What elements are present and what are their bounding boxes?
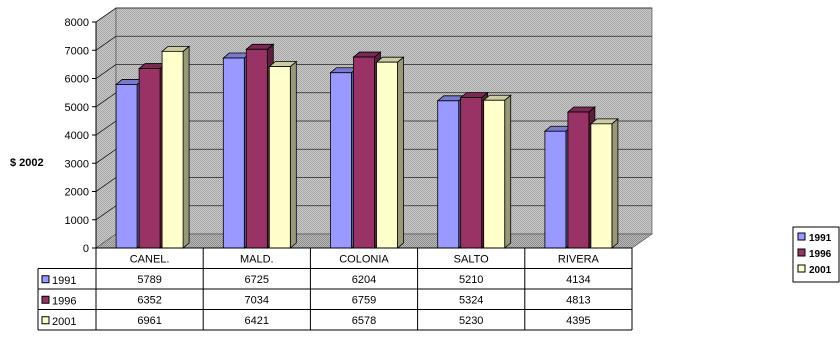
table-series-swatch: [41, 275, 50, 284]
y-tick-labels: 0 1000 2000 3000 4000 5000 6000 7000 8000: [65, 17, 89, 255]
data-label: 4395: [566, 315, 590, 327]
bar: [268, 60, 298, 249]
data-label: 6759: [352, 294, 376, 306]
data-label: 5324: [459, 294, 483, 306]
legend-label: 2001: [809, 265, 832, 276]
table-series-swatch: [41, 295, 50, 304]
y-tick-label: 6000: [65, 74, 89, 86]
data-label: 4134: [566, 274, 590, 286]
gridline: [95, 64, 652, 79]
x-tick-label: MALD.: [240, 253, 274, 265]
table-series-label: 1996: [52, 295, 76, 307]
legend-swatch: [797, 248, 806, 257]
bars: [114, 43, 620, 249]
x-tick-label: SALTO: [454, 253, 489, 265]
x-tick-label: RIVERA: [558, 253, 600, 265]
table-series-swatch: [41, 316, 50, 325]
gridline: [95, 35, 652, 51]
data-label: 6725: [245, 274, 269, 286]
gridline: [95, 7, 652, 23]
x-tick-label: COLONIA: [339, 253, 389, 265]
y-tick-label: 1000: [65, 215, 89, 227]
bar: [589, 117, 620, 249]
y-tick-label: 5000: [65, 102, 89, 114]
bar: [160, 45, 191, 249]
data-label: 6578: [352, 315, 376, 327]
data-label: 5230: [459, 315, 483, 327]
data-label: 4813: [566, 294, 590, 306]
y-tick-label: 4000: [65, 130, 89, 142]
data-label: 6421: [245, 315, 269, 327]
legend: 1991 1996 2001: [792, 226, 840, 283]
legend-swatch: [797, 232, 806, 241]
data-label: 6352: [137, 294, 161, 306]
y-tick-label: 3000: [65, 158, 89, 170]
bar: [482, 94, 512, 249]
table-series-label: 2001: [52, 316, 76, 328]
y-tick-label: 8000: [65, 17, 89, 29]
data-label: 6204: [352, 274, 376, 286]
data-table: CANEL. MALD. COLONIA SALTO RIVERA 1991 5789 672…: [37, 247, 633, 331]
y-axis-label: $ 2002: [10, 157, 44, 169]
x-tick-label: CANEL.: [130, 253, 170, 265]
y-tick-label: 2000: [65, 187, 89, 199]
bar: [375, 56, 405, 249]
legend-swatch: [797, 264, 806, 273]
data-label: 5210: [459, 274, 483, 286]
data-label: 7034: [245, 294, 269, 306]
legend-label: 1996: [809, 249, 832, 260]
data-label: 6961: [137, 315, 161, 327]
y-tick-label: 0: [83, 243, 89, 255]
legend-label: 1991: [809, 233, 832, 244]
y-tick-label: 7000: [65, 45, 89, 57]
bar: [352, 51, 382, 249]
data-label: 5789: [137, 274, 161, 286]
table-series-label: 1991: [52, 275, 76, 287]
